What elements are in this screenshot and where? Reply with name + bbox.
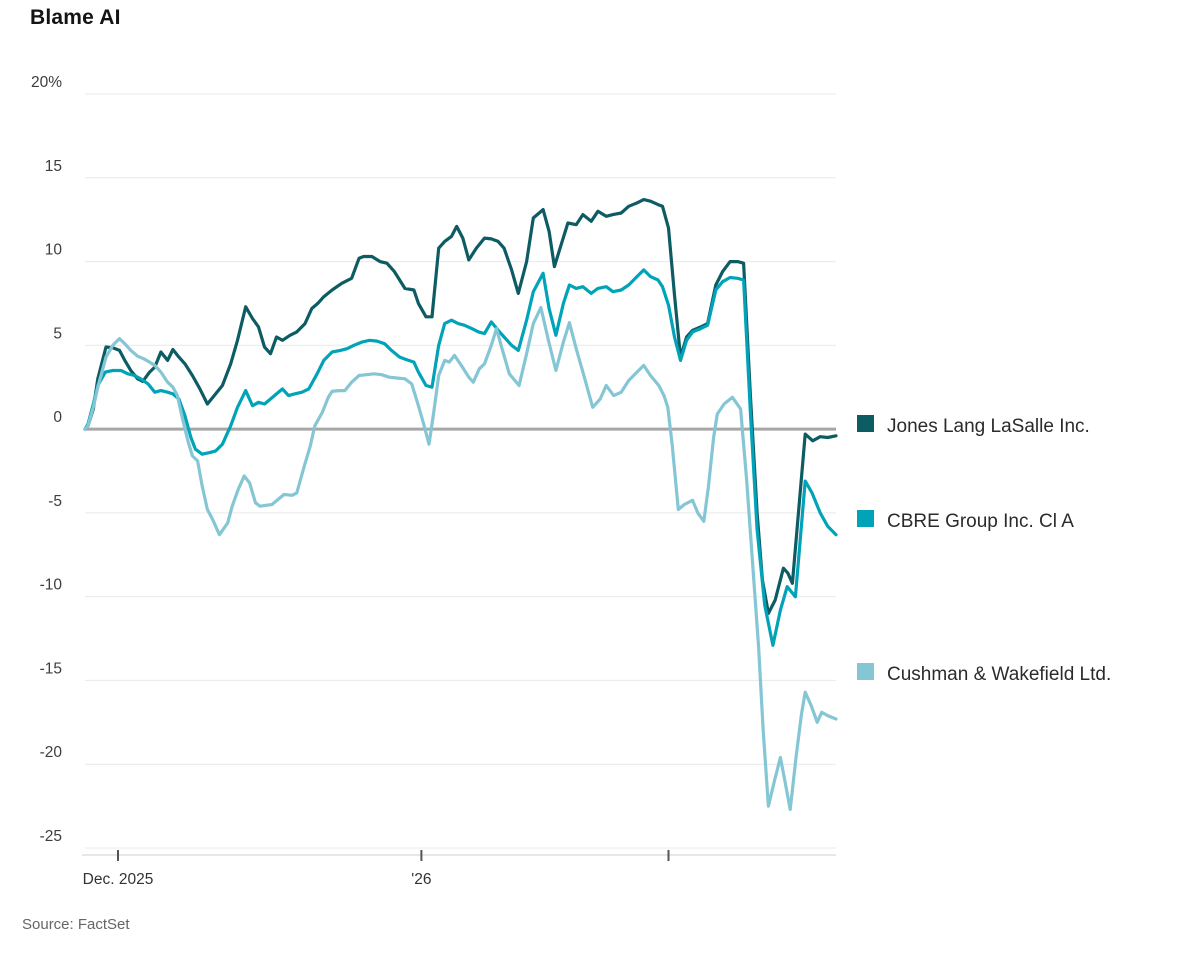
legend-item-cbre: CBRE Group Inc. Cl A xyxy=(857,507,1127,536)
y-tick-label: -25 xyxy=(40,828,62,845)
legend-label-jll: Jones Lang LaSalle Inc. xyxy=(887,416,1090,437)
legend-swatch-jll xyxy=(857,415,874,432)
source-note: Source: FactSet xyxy=(22,916,130,933)
legend-item-jll: Jones Lang LaSalle Inc. xyxy=(857,412,1127,441)
legend-swatch-cbre xyxy=(857,510,874,527)
y-tick-label: -5 xyxy=(48,493,62,510)
y-tick-label: -20 xyxy=(40,744,63,761)
y-tick-label: 15 xyxy=(45,158,62,175)
y-tick-label: 20% xyxy=(31,74,62,91)
chart-title: Blame AI xyxy=(30,6,121,29)
y-tick-label: 0 xyxy=(53,409,62,426)
legend-label-cushman: Cushman & Wakefield Ltd. xyxy=(887,664,1112,685)
legend-item-cushman: Cushman & Wakefield Ltd. xyxy=(857,660,1127,689)
y-tick-label: -10 xyxy=(40,577,63,594)
legend-swatch-cushman xyxy=(857,663,874,680)
x-tick-label: '26 xyxy=(411,871,431,888)
series-line-1 xyxy=(83,268,838,647)
y-tick-label: 5 xyxy=(53,325,62,342)
legend-label-cbre: CBRE Group Inc. Cl A xyxy=(887,511,1074,532)
y-tick-label: 10 xyxy=(45,242,63,259)
y-tick-label: -15 xyxy=(40,660,62,677)
series-line-2 xyxy=(83,306,838,812)
x-tick-label: Dec. 2025 xyxy=(83,871,154,888)
